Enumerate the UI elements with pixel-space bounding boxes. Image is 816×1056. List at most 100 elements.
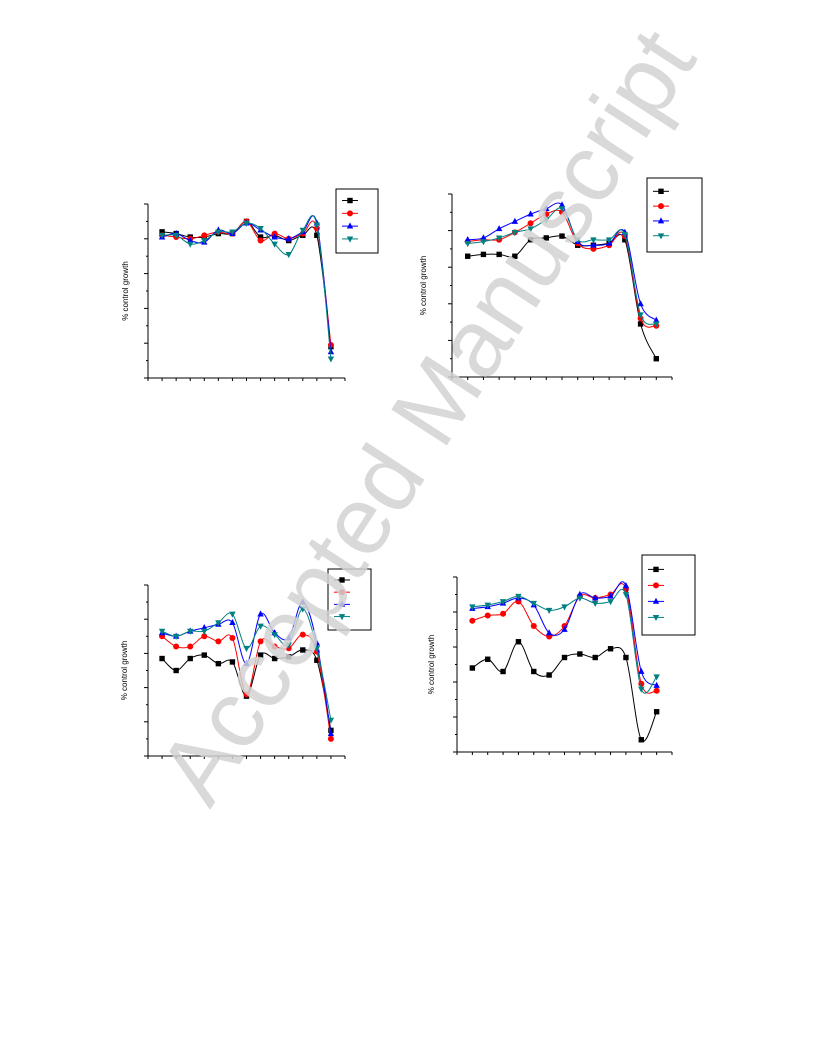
- data-point: [187, 241, 194, 248]
- legend-marker: [339, 577, 345, 583]
- legend-marker: [347, 210, 353, 217]
- data-point: [257, 234, 264, 240]
- data-point: [159, 655, 165, 662]
- data-point: [285, 235, 292, 242]
- data-point: [561, 654, 568, 661]
- data-point: [485, 656, 491, 662]
- series-1: [469, 639, 660, 743]
- data-point: [637, 312, 644, 319]
- data-point: [201, 628, 208, 635]
- data-point: [271, 632, 278, 639]
- data-point: [201, 633, 208, 640]
- data-point: [576, 590, 584, 597]
- data-point: [173, 643, 180, 650]
- data-point: [511, 217, 519, 224]
- legend-marker: [653, 582, 659, 589]
- y-axis-label: % control growth: [121, 261, 130, 321]
- legend-marker: [346, 236, 354, 243]
- data-point: [187, 643, 194, 650]
- data-point: [469, 617, 476, 624]
- data-point: [257, 623, 264, 630]
- data-point: [300, 647, 306, 653]
- data-point: [313, 639, 321, 646]
- data-point: [480, 234, 487, 241]
- data-point: [558, 201, 566, 208]
- legend-marker: [346, 222, 354, 229]
- data-point: [299, 606, 306, 613]
- y-axis-label: % control growth: [419, 256, 428, 316]
- data-point: [638, 686, 645, 693]
- data-point: [314, 657, 320, 663]
- legend-marker: [338, 614, 346, 621]
- legend-marker: [653, 566, 659, 573]
- data-point: [158, 628, 166, 635]
- series-4: [158, 215, 335, 363]
- data-point: [215, 229, 222, 236]
- chart-panel-3: % control growth: [120, 568, 372, 759]
- data-point: [653, 674, 660, 681]
- data-point: [215, 638, 222, 645]
- legend: [646, 177, 703, 253]
- data-point: [500, 610, 507, 617]
- data-point: [653, 321, 660, 328]
- data-point: [495, 225, 503, 232]
- data-point: [327, 717, 335, 724]
- data-point: [545, 607, 553, 614]
- data-point: [327, 356, 335, 363]
- data-point: [243, 220, 250, 227]
- legend-marker: [338, 600, 346, 607]
- chart-panel-1: % control growth: [121, 188, 379, 381]
- data-point: [313, 645, 321, 652]
- data-point: [327, 348, 335, 355]
- data-point: [484, 612, 491, 619]
- series-4: [158, 606, 335, 724]
- data-point: [499, 599, 507, 606]
- data-point: [623, 654, 629, 661]
- data-point: [271, 241, 278, 248]
- data-point: [527, 210, 534, 217]
- data-point: [257, 652, 264, 658]
- legend-box: [641, 554, 696, 636]
- data-point: [469, 665, 476, 671]
- data-point: [637, 300, 644, 307]
- data-point: [285, 642, 292, 649]
- data-point: [229, 635, 236, 642]
- series-line: [162, 220, 332, 347]
- legend: [327, 568, 372, 631]
- data-point: [201, 624, 208, 631]
- legend-marker: [658, 188, 664, 195]
- data-point: [653, 709, 660, 715]
- data-point: [621, 231, 629, 238]
- data-point: [574, 237, 581, 244]
- data-point: [229, 618, 236, 626]
- legend: [335, 188, 379, 254]
- legend-box: [335, 188, 379, 254]
- data-point: [257, 610, 264, 617]
- data-point: [314, 232, 320, 239]
- chart-panel-2: % control growth: [419, 177, 703, 380]
- legend-marker: [347, 197, 353, 204]
- data-point: [285, 634, 292, 641]
- data-point: [173, 667, 179, 674]
- data-point: [607, 592, 614, 599]
- chart-panel-4: % control growth: [427, 554, 696, 755]
- series-line: [162, 215, 332, 359]
- data-point: [229, 659, 236, 665]
- data-point: [201, 238, 208, 245]
- legend-marker: [339, 589, 345, 596]
- data-point: [286, 654, 292, 660]
- data-point: [543, 217, 550, 224]
- data-point: [159, 229, 165, 235]
- legend: [641, 554, 696, 636]
- data-point: [243, 659, 250, 667]
- data-point: [653, 356, 659, 362]
- data-point: [299, 631, 306, 638]
- data-point: [495, 235, 503, 242]
- data-point: [496, 251, 502, 258]
- data-point: [543, 235, 549, 241]
- data-point: [653, 681, 660, 688]
- data-point: [257, 638, 264, 645]
- data-point: [229, 229, 236, 236]
- data-point: [511, 230, 519, 237]
- data-point: [201, 232, 208, 239]
